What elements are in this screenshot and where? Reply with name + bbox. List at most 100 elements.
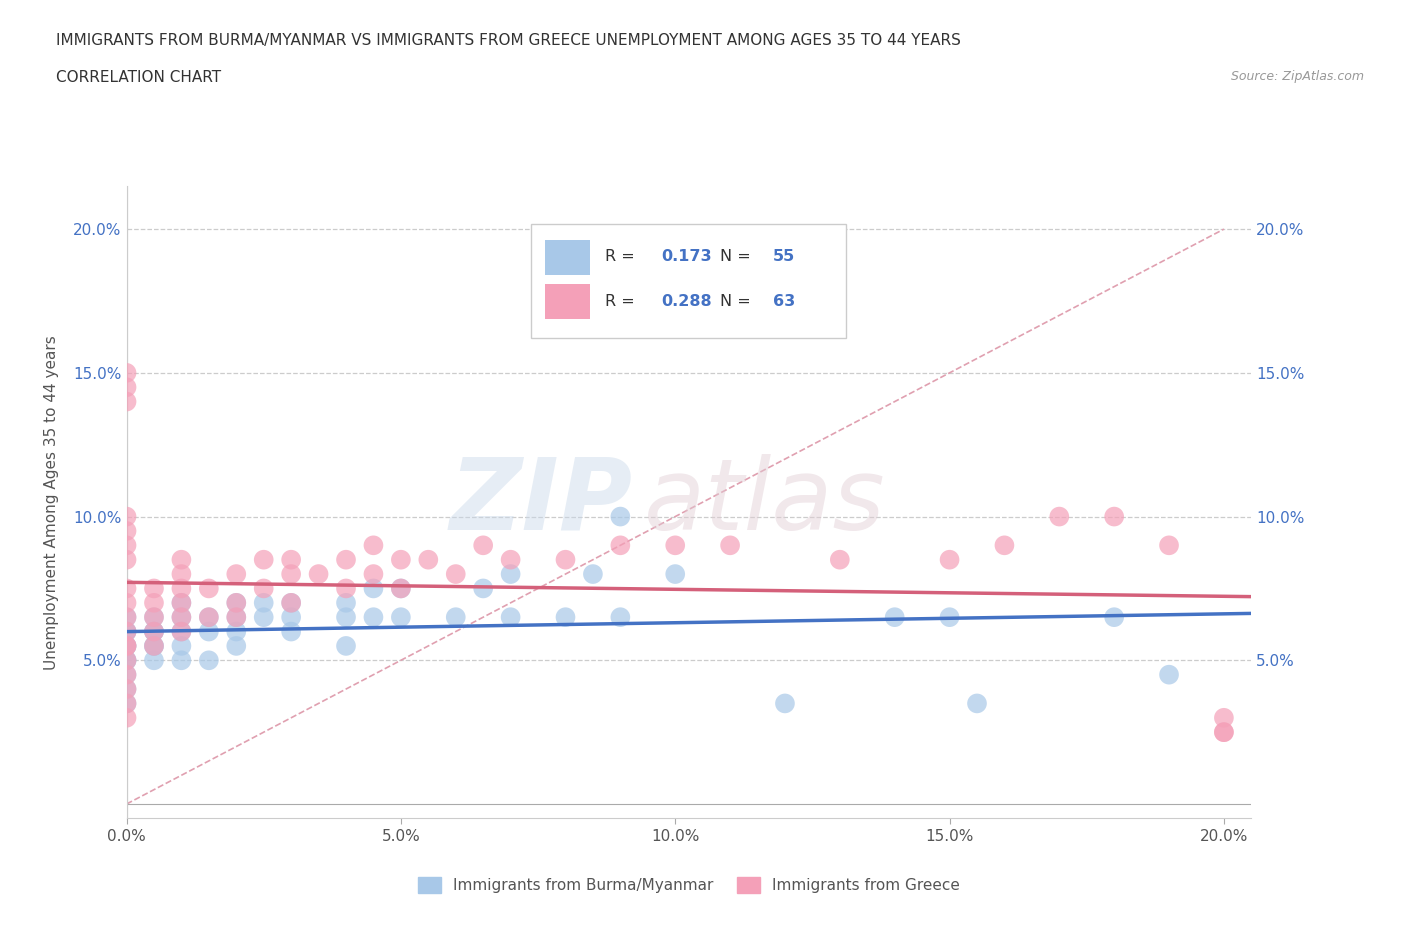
Point (170, 595, 193, 610)
Point (225, 610, 247, 625)
Point (115, 552, 138, 567)
Point (938, 552, 960, 567)
Point (143, 624, 166, 639)
Y-axis label: Unemployment Among Ages 35 to 44 years: Unemployment Among Ages 35 to 44 years (45, 335, 59, 670)
Point (225, 639, 247, 654)
Point (143, 639, 166, 654)
Point (280, 566, 302, 581)
Point (253, 581, 276, 596)
Point (115, 509, 138, 524)
Point (115, 624, 138, 639)
Text: Source: ZipAtlas.com: Source: ZipAtlas.com (1230, 70, 1364, 83)
Text: N =: N = (720, 249, 756, 264)
Point (115, 682, 138, 697)
Point (773, 696, 796, 711)
Point (1157, 538, 1180, 552)
Point (938, 610, 960, 625)
Text: 0.288: 0.288 (661, 294, 711, 309)
Point (198, 581, 221, 596)
Point (170, 552, 193, 567)
Point (115, 610, 138, 625)
Point (280, 624, 302, 639)
Point (143, 610, 166, 625)
Point (115, 682, 138, 697)
Point (198, 610, 221, 625)
Point (828, 552, 851, 567)
Text: R =: R = (605, 294, 640, 309)
Point (1157, 667, 1180, 682)
FancyBboxPatch shape (546, 284, 591, 319)
Point (115, 639, 138, 654)
Point (472, 538, 495, 552)
Point (115, 653, 138, 668)
Point (499, 566, 522, 581)
Point (115, 379, 138, 394)
Point (170, 581, 193, 596)
Text: 0.173: 0.173 (661, 249, 711, 264)
Point (389, 552, 412, 567)
Point (664, 538, 686, 552)
Point (1102, 610, 1125, 625)
Point (609, 509, 631, 524)
Point (582, 566, 605, 581)
Point (170, 610, 193, 625)
Point (225, 595, 247, 610)
Point (280, 610, 302, 625)
Point (115, 524, 138, 538)
Point (253, 610, 276, 625)
Point (363, 610, 385, 625)
Point (115, 696, 138, 711)
Point (363, 538, 385, 552)
Point (198, 653, 221, 668)
Text: IMMIGRANTS FROM BURMA/MYANMAR VS IMMIGRANTS FROM GREECE UNEMPLOYMENT AMONG AGES : IMMIGRANTS FROM BURMA/MYANMAR VS IMMIGRA… (56, 33, 962, 47)
Point (1212, 711, 1234, 725)
Point (143, 639, 166, 654)
Point (225, 566, 247, 581)
Point (115, 610, 138, 625)
Point (554, 552, 576, 567)
Point (499, 552, 522, 567)
Point (1102, 509, 1125, 524)
Point (280, 552, 302, 567)
Point (1212, 724, 1234, 739)
Text: CORRELATION CHART: CORRELATION CHART (56, 70, 221, 85)
Point (143, 653, 166, 668)
Point (280, 595, 302, 610)
Point (883, 610, 905, 625)
Point (170, 595, 193, 610)
Point (389, 581, 412, 596)
Point (143, 624, 166, 639)
Point (115, 581, 138, 596)
Text: atlas: atlas (644, 454, 886, 551)
Point (253, 595, 276, 610)
Point (170, 566, 193, 581)
Point (198, 624, 221, 639)
Point (170, 624, 193, 639)
Point (253, 552, 276, 567)
Point (499, 610, 522, 625)
Point (115, 394, 138, 409)
Point (143, 610, 166, 625)
Point (308, 566, 330, 581)
Point (1212, 724, 1234, 739)
FancyBboxPatch shape (546, 240, 591, 274)
Point (335, 595, 357, 610)
Point (225, 624, 247, 639)
FancyBboxPatch shape (531, 224, 846, 338)
Point (554, 610, 576, 625)
Point (609, 538, 631, 552)
Text: ZIP: ZIP (450, 454, 633, 551)
Point (115, 667, 138, 682)
Point (143, 581, 166, 596)
Point (418, 552, 440, 567)
Legend: Immigrants from Burma/Myanmar, Immigrants from Greece: Immigrants from Burma/Myanmar, Immigrant… (412, 871, 966, 899)
Point (170, 653, 193, 668)
Text: 55: 55 (773, 249, 796, 264)
Point (115, 711, 138, 725)
Point (335, 610, 357, 625)
Point (664, 566, 686, 581)
Point (335, 581, 357, 596)
Point (966, 696, 988, 711)
Point (335, 639, 357, 654)
Point (170, 624, 193, 639)
